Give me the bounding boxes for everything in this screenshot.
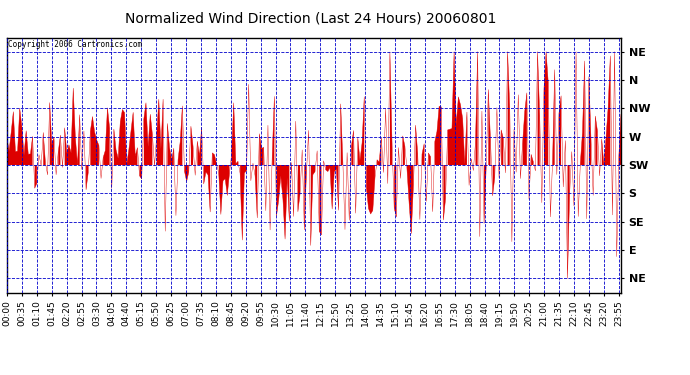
Text: Copyright 2006 Cartronics.com: Copyright 2006 Cartronics.com [8,40,142,49]
Text: Normalized Wind Direction (Last 24 Hours) 20060801: Normalized Wind Direction (Last 24 Hours… [125,11,496,25]
